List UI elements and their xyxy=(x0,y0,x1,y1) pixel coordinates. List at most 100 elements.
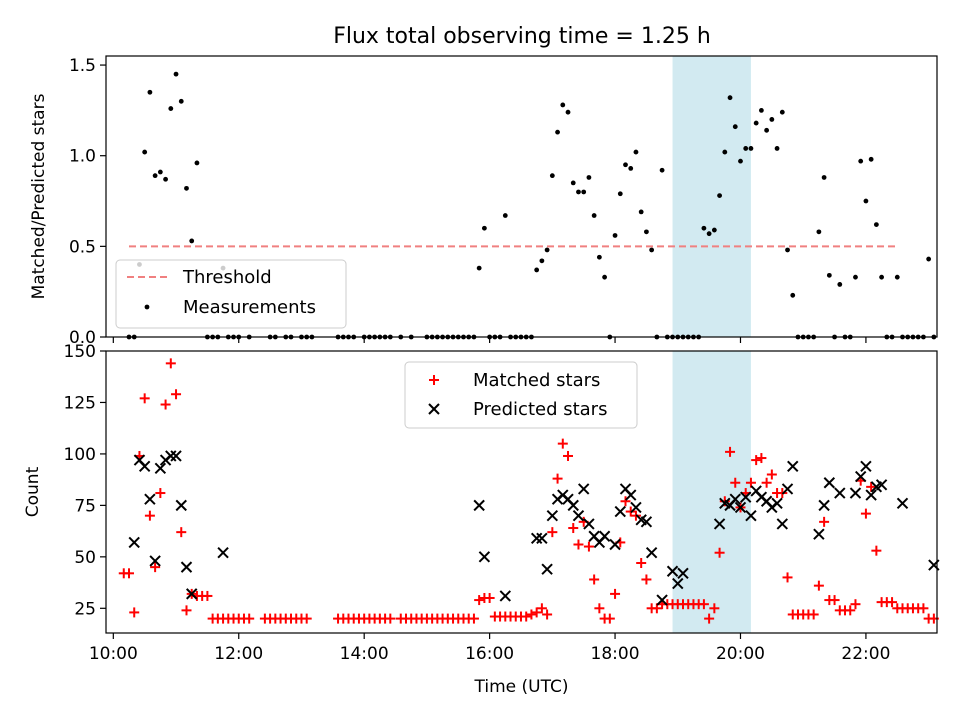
matched-star-point xyxy=(563,450,574,461)
matched-star-point xyxy=(620,496,631,507)
predicted-star-point xyxy=(473,499,485,512)
predicted-star-point xyxy=(572,509,585,522)
measurement-point xyxy=(826,272,832,278)
measurement-point xyxy=(539,258,545,264)
measurement-point xyxy=(644,229,649,235)
x-tick-label: 20:00 xyxy=(716,644,765,664)
x-tick-label: 16:00 xyxy=(465,644,514,664)
measurement-point xyxy=(738,158,743,164)
predicted-star-point xyxy=(787,460,799,472)
matched-star-point xyxy=(819,516,830,527)
predicted-star-point xyxy=(175,499,187,512)
matched-star-point xyxy=(714,547,725,558)
measurement-point xyxy=(617,191,623,197)
predicted-star-point xyxy=(609,538,621,551)
predicted-star-point xyxy=(875,479,888,491)
predicted-star-point xyxy=(138,460,151,472)
predicted-star-point xyxy=(630,501,642,514)
matched-star-point xyxy=(698,599,709,610)
predicted-star-point xyxy=(865,489,877,501)
legend-matched-label: Matched stars xyxy=(473,370,600,391)
measurement-point xyxy=(173,71,179,77)
y-tick-label: 25 xyxy=(74,599,96,619)
predicted-stars-points xyxy=(128,450,940,606)
top-observing-window-shade xyxy=(672,56,751,337)
y-tick-label: 125 xyxy=(64,393,96,413)
predicted-star-point xyxy=(713,518,726,530)
measurement-point xyxy=(821,175,827,180)
matched-star-point xyxy=(165,358,176,369)
measurement-point xyxy=(649,247,655,253)
predicted-star-point xyxy=(745,509,757,522)
bottom-legend-box xyxy=(404,361,638,429)
bottom-x-axis-ticks: 10:00 12:00 14:00 16:00 18:00 20:00 22:00 xyxy=(89,633,890,664)
matched-star-point xyxy=(542,609,553,620)
matched-star-point xyxy=(887,597,898,608)
measurement-point xyxy=(659,167,665,173)
measurement-point xyxy=(638,209,644,215)
measurement-point xyxy=(758,107,764,113)
predicted-star-point xyxy=(567,499,579,512)
measurement-point xyxy=(633,149,639,155)
matched-star-point xyxy=(651,603,662,614)
matched-star-point xyxy=(474,595,485,606)
top-chart-title: Flux total observing time = 1.25 h xyxy=(333,24,711,49)
y-tick-label: 1.0 xyxy=(69,147,96,167)
predicted-star-point xyxy=(577,483,590,495)
measurement-point xyxy=(701,225,707,231)
matched-star-point xyxy=(301,613,312,624)
bottom-plot-frame xyxy=(105,350,938,634)
measurement-point xyxy=(168,106,174,111)
measurement-point xyxy=(549,173,555,179)
predicted-star-point xyxy=(823,477,836,489)
measurement-point xyxy=(706,231,712,237)
predicted-star-point xyxy=(217,547,229,559)
matched-star-point xyxy=(144,510,155,521)
matched-star-point xyxy=(521,611,532,622)
predicted-star-point xyxy=(896,497,909,510)
measurement-point xyxy=(732,124,738,130)
predicted-star-point xyxy=(598,530,611,542)
measurement-point xyxy=(926,256,932,262)
matched-star-point xyxy=(547,527,558,538)
matched-star-point xyxy=(808,609,819,620)
predicted-star-point xyxy=(128,536,140,549)
top-y-axis-ticks: 0.0 0.5 1.0 1.5 xyxy=(69,56,106,348)
legend-matched-swatch xyxy=(429,375,439,385)
predicted-star-point xyxy=(541,563,553,575)
measurement-point xyxy=(157,169,163,175)
matched-star-point xyxy=(155,488,166,499)
y-tick-label: 0.0 xyxy=(69,328,96,348)
measurement-point xyxy=(544,247,550,253)
predicted-star-point xyxy=(776,518,789,530)
measurement-point xyxy=(717,193,722,198)
matched-star-point xyxy=(709,603,720,614)
y-tick-label: 1.5 xyxy=(69,56,96,76)
measurement-point xyxy=(189,238,195,244)
predicted-star-point xyxy=(583,518,595,530)
measurement-point xyxy=(764,127,770,133)
measurement-point xyxy=(602,274,607,280)
matched-star-point xyxy=(526,609,537,620)
matched-star-point xyxy=(573,539,584,550)
predicted-star-point xyxy=(740,491,752,503)
predicted-star-point xyxy=(186,588,198,600)
measurement-point xyxy=(774,146,780,151)
matched-star-point xyxy=(139,393,150,404)
predicted-star-point xyxy=(666,565,679,577)
measurement-point xyxy=(502,213,508,218)
measurement-point xyxy=(853,274,858,280)
matched-star-point xyxy=(552,473,563,484)
matched-star-point xyxy=(871,545,882,556)
measurement-point xyxy=(142,149,148,155)
predicted-star-point xyxy=(729,493,741,505)
measurement-point xyxy=(612,233,618,238)
matched-star-point xyxy=(766,469,777,480)
x-tick-label: 18:00 xyxy=(591,644,640,664)
measurement-point xyxy=(570,180,576,186)
predicted-star-point xyxy=(536,532,548,545)
measurement-point xyxy=(560,102,566,108)
measurement-point xyxy=(591,213,597,218)
matched-star-point xyxy=(468,613,479,624)
